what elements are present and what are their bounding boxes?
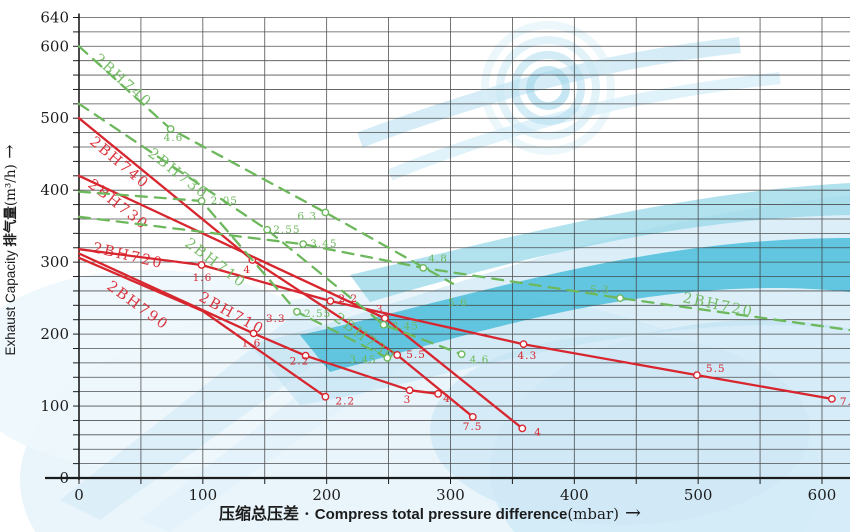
- series-name-label-2bh740: 2BH740: [90, 51, 154, 111]
- data-point-marker: [197, 261, 206, 269]
- y-tick-label: 600: [40, 37, 69, 55]
- series-name-label-2bh730: 2BH730: [145, 146, 212, 203]
- power-kw-label: 1.6: [193, 272, 213, 284]
- curve-2bh740-dashed: [77, 45, 455, 285]
- data-point-marker: [379, 320, 388, 329]
- curve-2bh740-solid: [77, 117, 474, 418]
- x-tick-label: 0: [74, 486, 84, 504]
- x-title-zh: 压缩总压差: [219, 504, 299, 523]
- axes-group: [45, 13, 850, 484]
- power-kw-label: 6.3: [297, 210, 317, 222]
- power-kw-label: 2.2: [335, 396, 355, 408]
- x-tick-label: 200: [312, 486, 341, 504]
- power-kw-label: 4.6: [164, 132, 184, 144]
- y-tick-label: 300: [40, 253, 69, 271]
- annotation-label: 3.3: [266, 313, 286, 325]
- watermark-shell-arc-3: [496, 36, 600, 140]
- tick-labels-group: 0 100 200 300 400 500 600 640 0 100 200 300 400 500 60…: [40, 9, 836, 504]
- x-axis-title: 压缩总压差 · Compress total pressure differen…: [219, 502, 641, 524]
- x-title-separator: ·: [299, 505, 315, 523]
- watermark-ribbon-mid: [350, 183, 850, 302]
- power-kw-label: 2.2: [338, 293, 358, 305]
- power-kw-label: 2.2: [290, 356, 310, 368]
- power-kw-label: 5.3: [590, 284, 610, 296]
- data-point-marker: [457, 350, 466, 359]
- power-kw-label: 5.5: [406, 349, 426, 361]
- x-tick-label: 500: [684, 486, 713, 504]
- watermark-arc-top-2: [387, 72, 781, 181]
- y-axis-title: Exhaust Capacity 排气量(m³/h) →: [0, 145, 20, 356]
- watermark-shell-arc-1: [526, 66, 570, 110]
- data-point-marker: [393, 351, 402, 359]
- y-tick-label: 500: [40, 109, 69, 127]
- data-point-marker: [405, 386, 414, 395]
- y-title-unit: (m³/h): [3, 164, 19, 206]
- watermark-shell-arc-4: [481, 21, 615, 155]
- data-point-marker: [197, 197, 206, 205]
- y-tick-label: 100: [40, 397, 69, 415]
- x-tick-label: 600: [808, 486, 837, 504]
- power-kw-label: 3: [404, 394, 412, 406]
- y-tick-label: 640: [40, 9, 69, 27]
- power-kw-label: 4.6: [470, 354, 490, 366]
- x-title-unit: (mbar): [567, 505, 619, 523]
- curve-2bh790-solid: [77, 256, 327, 398]
- power-kw-label: 2.55: [304, 308, 331, 320]
- power-kw-label: 7.5: [840, 396, 850, 408]
- data-point-marker: [263, 225, 272, 234]
- y-title-arrow: →: [0, 145, 20, 165]
- power-kw-label: 2.05: [211, 195, 238, 207]
- power-kw-label: 5.5: [706, 363, 726, 375]
- power-kw-label: 4.8: [428, 253, 448, 265]
- power-kw-label: 4: [443, 393, 451, 405]
- power-kw-label: 3.45: [310, 238, 337, 250]
- data-point-marker: [419, 263, 428, 272]
- y-tick-label: 0: [59, 469, 69, 487]
- y-title-zh: 排气量: [2, 206, 19, 247]
- data-point-marker: [693, 371, 701, 380]
- data-point-marker: [616, 294, 625, 303]
- power-kw-label: 3: [376, 303, 384, 315]
- watermark-shell-arc-2: [511, 51, 585, 125]
- data-point-marker: [326, 297, 335, 305]
- grid-group: [78, 17, 850, 479]
- power-kw-label: 4: [243, 264, 251, 276]
- y-title-en: Exhaust Capacity: [3, 247, 18, 356]
- x-title-en: Compress total pressure difference: [315, 506, 568, 523]
- data-point-marker: [827, 394, 836, 403]
- x-tick-label: 300: [436, 486, 465, 504]
- data-point-marker: [518, 424, 527, 433]
- data-point-marker: [299, 240, 308, 249]
- power-kw-label: 3.45: [349, 354, 376, 366]
- power-kw-label: 2.55: [273, 224, 300, 236]
- data-point-marker: [166, 125, 175, 133]
- data-point-marker: [468, 412, 477, 421]
- curve-2bh730-dashed: [77, 102, 463, 356]
- curve-2bh710-dashed: [77, 190, 389, 359]
- x-tick-label: 100: [189, 486, 218, 504]
- y-tick-label: 200: [40, 325, 69, 343]
- power-kw-label: 7.5: [463, 421, 483, 433]
- power-kw-label: 4.3: [518, 350, 538, 362]
- curve-2bh720-solid: [77, 248, 834, 401]
- data-point-marker: [321, 208, 330, 217]
- y-tick-label: 400: [40, 181, 69, 199]
- data-point-marker: [383, 353, 392, 362]
- x-title-arrow: →: [619, 502, 641, 524]
- data-point-marker: [249, 329, 258, 338]
- data-point-marker: [519, 340, 528, 349]
- x-tick-label: 400: [560, 486, 589, 504]
- power-kw-label: 4: [534, 426, 542, 438]
- annotation-label: 5.6: [448, 297, 468, 309]
- watermark-arc-top-1: [357, 37, 741, 148]
- data-point-marker: [321, 392, 330, 401]
- data-point-marker: [380, 314, 389, 323]
- data-point-marker: [434, 389, 443, 398]
- power-kw-label: 3.45: [392, 321, 419, 333]
- data-point-marker: [301, 351, 310, 360]
- data-point-marker: [293, 307, 301, 316]
